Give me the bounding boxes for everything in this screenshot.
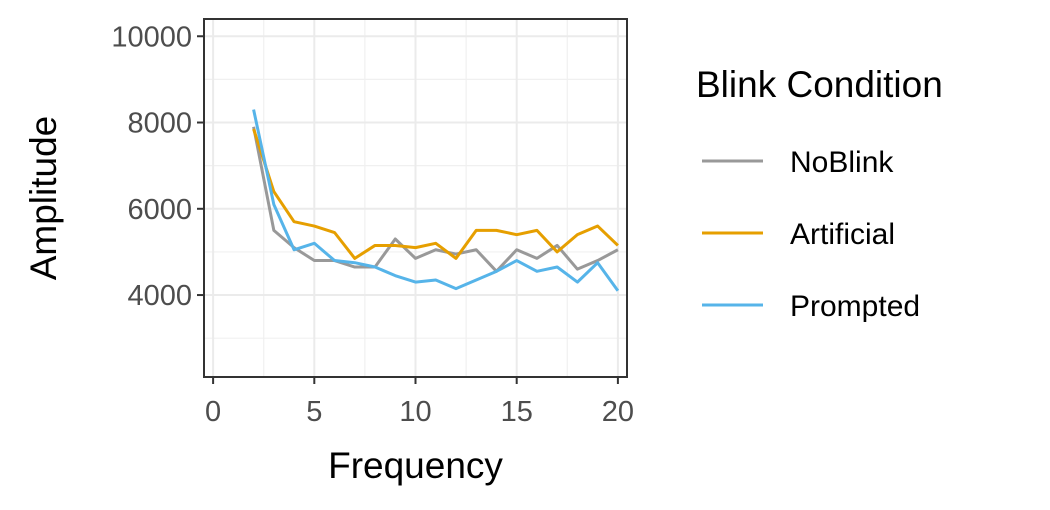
y-tick-label: 10000: [111, 21, 192, 53]
legend-label-noblink: NoBlink: [790, 146, 894, 179]
legend-title: Blink Condition: [696, 64, 943, 105]
x-axis: 0 5 10 15 20: [205, 377, 634, 428]
legend: Blink Condition NoBlink Artificial Prompte…: [696, 64, 943, 323]
y-axis-title: Amplitude: [23, 116, 64, 281]
y-axis: 4000 6000 8000 10000: [111, 21, 204, 312]
series-line-artificial: [252, 128, 619, 260]
legend-items: NoBlink Artificial Prompted: [702, 146, 920, 323]
x-axis-title: Frequency: [328, 445, 503, 486]
grid-major: [204, 19, 627, 377]
series-line-noblink: [252, 126, 619, 273]
x-tick-label: 20: [602, 396, 634, 428]
y-tick-label: 6000: [127, 194, 192, 226]
legend-label-artificial: Artificial: [790, 218, 895, 251]
y-tick-label: 8000: [127, 108, 192, 140]
series-line-prompted: [252, 109, 620, 292]
y-tick-label: 4000: [127, 280, 192, 312]
series-layer: [252, 109, 620, 292]
x-tick-label: 10: [399, 396, 431, 428]
x-tick-label: 15: [501, 396, 533, 428]
x-tick-label: 5: [306, 396, 322, 428]
x-tick-label: 0: [205, 396, 221, 428]
legend-label-prompted: Prompted: [790, 290, 920, 323]
